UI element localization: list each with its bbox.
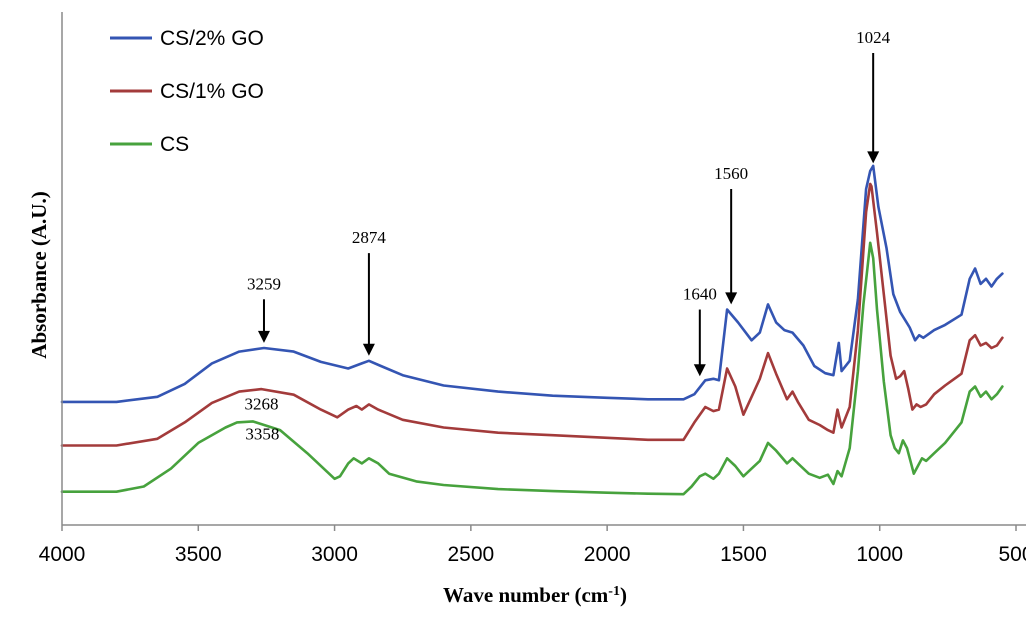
series-line-0	[60, 164, 1004, 404]
annotation-label-1: 2874	[352, 228, 387, 247]
x-tick-label-1: 3500	[175, 543, 222, 566]
x-tick-label-7: 500	[998, 543, 1026, 566]
annotation-label-2: 1640	[683, 285, 717, 304]
annotation-group: 3259 2874 1640 1560 1024 3268 3358	[245, 28, 891, 443]
x-axis-title: Wave number (cm-1)	[443, 583, 627, 607]
series-group	[60, 164, 1004, 496]
legend-label-1: CS/1% GO	[160, 80, 264, 103]
annotation-arrowhead-4	[867, 151, 880, 164]
annotation-label-3: 1560	[714, 164, 748, 183]
x-tick-group: 4000 3500 3000 2500 2000 1500 1000 500	[39, 525, 1026, 566]
legend-label-0: CS/2% GO	[160, 27, 264, 50]
x-tick-label-3: 2500	[447, 543, 494, 566]
y-axis-title: Absorbance (A.U.)	[27, 191, 51, 358]
annotation-arrowhead-0	[257, 330, 270, 343]
series-line-2	[60, 241, 1004, 496]
series-line-1	[60, 182, 1004, 447]
x-tick-label-4: 2000	[584, 543, 631, 566]
x-tick-label-5: 1500	[720, 543, 767, 566]
annotation-arrowhead-1	[362, 343, 375, 356]
annotation-label-0: 3259	[247, 274, 281, 293]
x-tick-label-2: 3000	[311, 543, 358, 566]
annotation-label-4: 1024	[856, 28, 891, 47]
annotation-arrowhead-2	[693, 364, 706, 377]
x-tick-label-0: 4000	[39, 543, 86, 566]
legend-label-2: CS	[160, 133, 189, 156]
annotation-label-6: 3358	[245, 424, 279, 443]
annotation-arrowhead-3	[725, 292, 738, 305]
legend: CS/2% GO CS/1% GO CS	[110, 27, 264, 156]
x-tick-label-6: 1000	[856, 543, 903, 566]
annotation-label-5: 3268	[245, 395, 279, 414]
